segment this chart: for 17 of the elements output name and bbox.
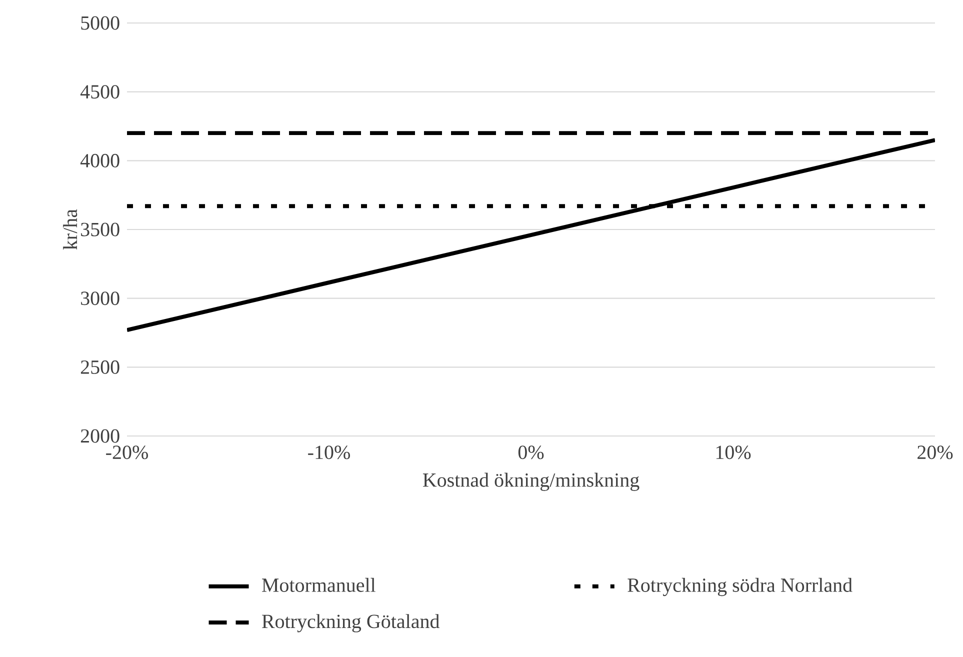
- x-tick-label: 20%: [918, 446, 953, 460]
- y-tick-label: 2000: [80, 429, 120, 443]
- legend-label: Motormanuell: [262, 578, 376, 592]
- y-tick-label: 4500: [80, 85, 120, 99]
- y-tick-label: 2500: [80, 360, 120, 374]
- x-tick-label: 0%: [518, 446, 544, 460]
- y-tick-label: 4000: [80, 154, 120, 168]
- y-tick-label: 3500: [81, 222, 120, 236]
- legend-label: Rotryckning södra Norrland: [628, 578, 852, 596]
- x-tick-label: -20%: [106, 446, 148, 460]
- y-tick-label: 3000: [81, 292, 120, 306]
- y-axis-title: kr/ha: [63, 209, 78, 250]
- legend-label: Rotryckning Götaland: [262, 614, 440, 632]
- x-axis-title: Kostnad ökning/minskning: [422, 472, 640, 491]
- x-tick-label: -10%: [308, 446, 350, 460]
- x-tick-label: 10%: [716, 446, 751, 460]
- y-tick-label: 5000: [81, 16, 120, 30]
